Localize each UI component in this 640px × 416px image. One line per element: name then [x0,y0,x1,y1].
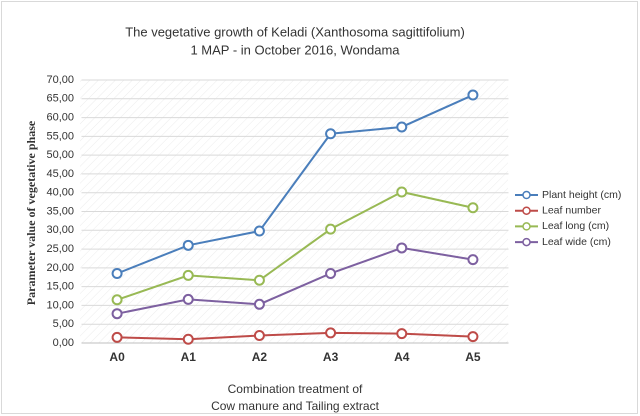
data-point [111,294,123,306]
y-axis-label: Parameter value of vegetative phase [24,120,38,305]
x-tick-label: A5 [465,350,481,364]
series-line [117,331,473,341]
series-line [116,246,474,315]
data-point [396,186,408,198]
data-point [253,298,265,310]
y-tick-label: 65,00 [46,93,74,105]
y-tick-label: 0,00 [53,337,74,349]
x-tick-label: A3 [323,350,339,364]
y-tick-label: 20,00 [46,262,74,274]
x-tick-label: A1 [181,350,197,364]
y-tick-label: 25,00 [46,243,74,255]
y-tick-label: 40,00 [46,187,74,199]
legend-marker [522,206,531,215]
y-tick-label: 5,00 [53,318,74,330]
data-point [182,293,194,305]
series-line [116,94,474,275]
y-tick-label: 30,00 [46,224,74,236]
y-tick-label: 50,00 [46,149,74,161]
data-point [111,308,123,320]
y-tick-label: 45,00 [46,168,74,180]
data-point [467,89,479,101]
legend-label: Leaf number [542,204,601,216]
data-point [182,269,194,281]
legend-marker [522,190,531,200]
data-point [253,329,265,341]
x-axis-label: Combination treatment of [228,382,363,396]
data-point [182,239,194,251]
data-point [325,327,337,339]
x-axis-label: Cow manure and Tailing extract [211,399,380,413]
data-point [253,274,265,286]
y-tick-label: 15,00 [46,281,74,293]
x-tick-label: A4 [394,350,410,364]
x-tick-label: A0 [109,350,125,364]
chart-subtitle: 1 MAP - in October 2016, Wondama [190,42,400,57]
data-point [396,328,408,340]
data-point [467,202,479,214]
data-point [396,242,408,254]
legend-label: Leaf long (cm) [542,220,609,232]
data-point [111,267,123,279]
x-tick-label: A2 [252,350,268,364]
y-tick-label: 55,00 [46,130,74,142]
data-point [325,267,337,279]
series-line [116,190,474,301]
legend-label: Plant height (cm) [542,189,621,201]
data-point [111,331,123,343]
data-point [467,331,479,343]
data-point [467,254,479,266]
y-tick-label: 70,00 [46,74,74,86]
chart-title: The vegetative growth of Keladi (Xanthos… [125,24,465,39]
data-point [325,223,337,235]
legend-marker [522,237,531,247]
y-tick-label: 10,00 [46,299,74,311]
data-point [182,333,194,345]
legend-marker [522,222,531,231]
data-point [325,128,337,140]
data-point [396,121,408,133]
y-tick-label: 60,00 [46,111,74,123]
legend-label: Leaf wide (cm) [542,236,611,248]
data-point [253,225,265,237]
y-tick-label: 35,00 [46,205,74,217]
